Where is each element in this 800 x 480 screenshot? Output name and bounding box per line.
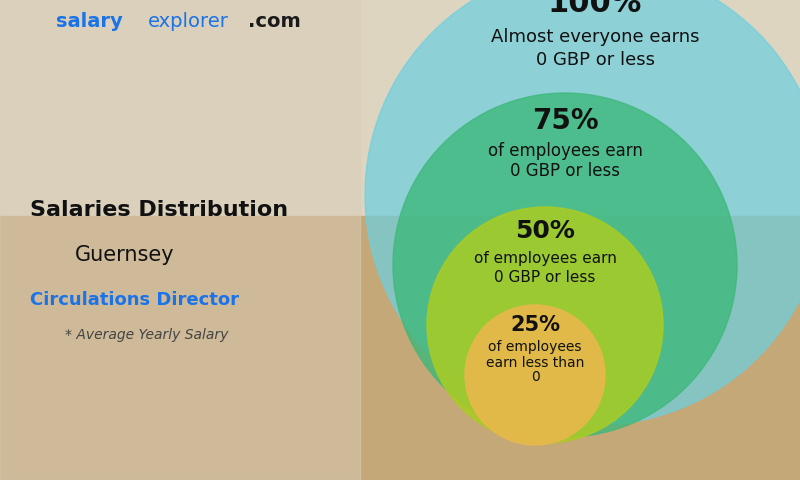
Text: explorer: explorer (148, 12, 229, 31)
Text: * Average Yearly Salary: * Average Yearly Salary (65, 328, 228, 342)
Text: 0: 0 (530, 370, 539, 384)
Text: 25%: 25% (510, 315, 560, 335)
Circle shape (427, 207, 663, 443)
Text: Salaries Distribution: Salaries Distribution (30, 200, 288, 220)
Text: .com: .com (248, 12, 301, 31)
Text: salary: salary (56, 12, 122, 31)
Text: of employees earn: of employees earn (487, 142, 642, 160)
Circle shape (365, 0, 800, 425)
Text: 0 GBP or less: 0 GBP or less (494, 269, 596, 285)
Text: 0 GBP or less: 0 GBP or less (535, 51, 654, 69)
Text: 50%: 50% (515, 219, 575, 243)
Text: 0 GBP or less: 0 GBP or less (510, 162, 620, 180)
Circle shape (465, 305, 605, 445)
Text: earn less than: earn less than (486, 356, 584, 370)
Text: 100%: 100% (548, 0, 642, 17)
Text: Circulations Director: Circulations Director (30, 291, 239, 309)
Text: Almost everyone earns: Almost everyone earns (490, 28, 699, 46)
Text: 75%: 75% (532, 107, 598, 135)
Circle shape (393, 93, 737, 437)
Text: of employees: of employees (488, 340, 582, 354)
Text: of employees earn: of employees earn (474, 252, 617, 266)
Text: Guernsey: Guernsey (75, 245, 174, 265)
